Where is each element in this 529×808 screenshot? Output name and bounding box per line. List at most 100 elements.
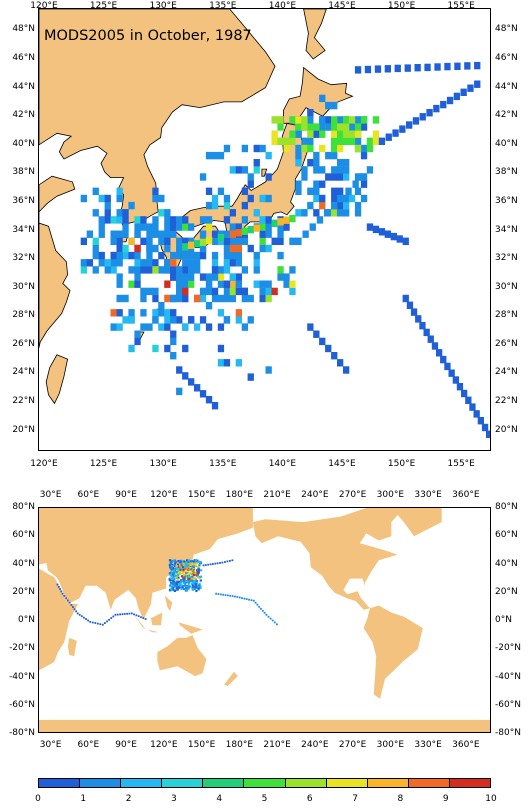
color-bar-segment — [449, 779, 491, 787]
data-cell — [265, 244, 272, 253]
data-cell — [190, 571, 193, 574]
lon-tick-label: 135°E — [209, 1, 237, 11]
data-cell — [331, 151, 338, 160]
lat-tick-label: 40°N — [12, 558, 35, 569]
data-cell — [178, 586, 181, 589]
data-cell — [112, 615, 115, 618]
data-cell — [56, 583, 59, 586]
data-cell — [271, 116, 278, 124]
data-cell — [134, 244, 141, 253]
data-cell — [158, 251, 165, 260]
lat-tick-label: 28°N — [12, 310, 35, 321]
data-cell — [467, 84, 474, 92]
data-cell — [197, 567, 200, 570]
data-cell — [140, 323, 147, 331]
data-cell — [235, 166, 242, 174]
data-cell — [199, 230, 207, 238]
data-cell — [170, 582, 173, 585]
data-cell — [137, 615, 140, 618]
data-cell — [110, 266, 117, 274]
lon-tick-label: 120°E — [30, 459, 58, 469]
data-cell — [301, 144, 308, 153]
data-cell — [182, 273, 189, 281]
data-cell — [481, 423, 489, 432]
data-cell — [152, 344, 159, 353]
data-cell — [182, 223, 189, 231]
data-cell — [354, 144, 362, 153]
data-cell — [229, 230, 236, 238]
data-cell — [259, 294, 266, 303]
data-cell — [301, 137, 308, 145]
data-cell — [169, 562, 172, 565]
data-cell — [99, 623, 102, 626]
data-cell — [338, 194, 345, 203]
data-cell — [343, 130, 350, 138]
data-cell — [319, 194, 326, 203]
data-cell — [152, 223, 159, 231]
data-cell — [200, 575, 203, 578]
data-cell — [170, 316, 177, 324]
data-cell — [116, 187, 123, 195]
data-cell — [104, 216, 111, 224]
data-cell — [199, 273, 207, 281]
data-cell — [98, 230, 105, 238]
data-cell — [182, 259, 189, 267]
data-cell — [122, 294, 129, 303]
data-cell — [313, 330, 320, 338]
data-cell — [110, 230, 117, 238]
data-cell — [211, 294, 219, 303]
lat-tick-label: 32°N — [495, 253, 518, 264]
data-cell — [152, 216, 159, 224]
lon-tick-label: 60°E — [77, 490, 100, 500]
data-cell — [354, 130, 362, 138]
data-cell — [187, 573, 190, 576]
data-cell — [247, 173, 254, 181]
data-cell — [187, 583, 190, 586]
lon-tick-label: 30°E — [39, 740, 62, 750]
data-cell — [217, 233, 225, 242]
data-cell — [193, 587, 196, 590]
lon-tick-label: 330°E — [414, 740, 442, 750]
data-cell — [176, 294, 183, 303]
data-cell — [180, 562, 183, 565]
data-cell — [158, 230, 165, 238]
data-cell — [193, 561, 196, 564]
data-cell — [176, 578, 179, 581]
data-cell — [235, 316, 242, 324]
data-cell — [182, 562, 185, 565]
data-cell — [211, 201, 219, 210]
data-cell — [126, 612, 128, 615]
data-cell — [188, 266, 195, 274]
data-cell — [104, 622, 106, 624]
data-cell — [301, 173, 308, 181]
data-cell — [227, 594, 229, 597]
data-cell — [331, 173, 338, 181]
data-cell — [184, 571, 187, 575]
china-coast — [39, 175, 76, 348]
data-cell — [181, 580, 184, 583]
data-cell — [191, 564, 194, 567]
data-cell — [116, 244, 123, 253]
data-cell — [192, 582, 195, 585]
data-cell — [169, 584, 172, 587]
data-cell — [192, 568, 196, 571]
lat-tick-label: 42°N — [495, 110, 518, 121]
data-cell — [187, 585, 190, 588]
data-cell — [176, 280, 183, 288]
data-cell — [199, 251, 207, 260]
lat-tick-label: -40°N — [9, 671, 35, 682]
data-cell — [187, 579, 190, 582]
data-cell — [223, 259, 231, 267]
color-bar — [38, 778, 491, 788]
data-cell — [331, 166, 338, 174]
data-cell — [245, 598, 248, 600]
lat-tick-label: 60°N — [495, 530, 518, 541]
data-cell — [116, 613, 119, 616]
data-cell — [189, 567, 192, 570]
data-cell — [348, 130, 356, 138]
data-cell — [146, 223, 153, 231]
color-bar-segment — [244, 779, 286, 787]
data-cell — [193, 580, 196, 583]
data-cell — [406, 301, 414, 309]
data-cell — [217, 280, 225, 288]
